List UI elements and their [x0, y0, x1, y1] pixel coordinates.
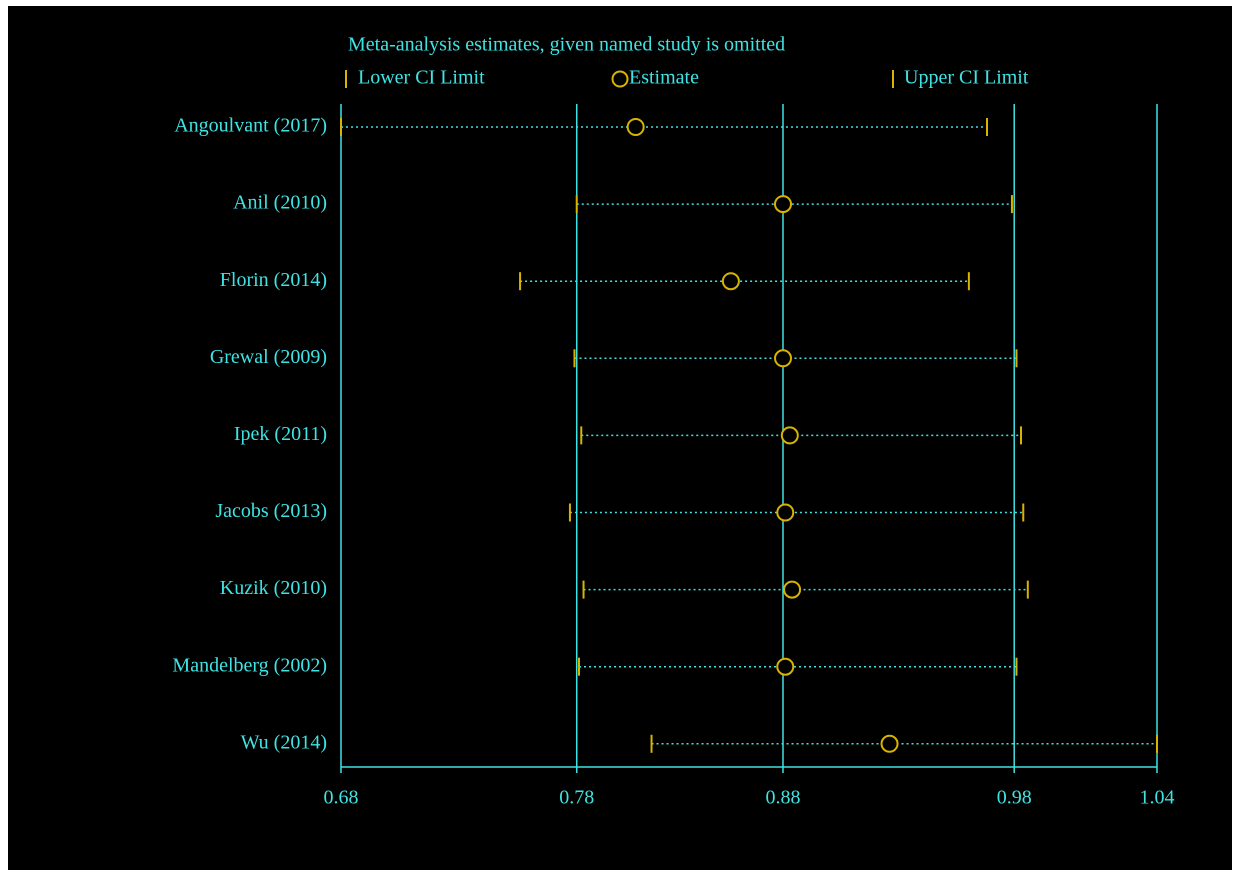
chart-title: Meta-analysis estimates, given named stu…	[348, 34, 785, 56]
legend-label: Lower CI Limit	[358, 67, 485, 89]
x-tick-label: 0.68	[324, 787, 359, 809]
legend-label: Upper CI Limit	[904, 67, 1029, 89]
estimate-marker	[780, 426, 799, 445]
y-tick-label: Grewal (2009)	[210, 346, 327, 368]
background	[8, 6, 1232, 870]
estimate-marker	[774, 349, 792, 368]
y-tick-label: Mandelberg (2002)	[172, 654, 327, 676]
estimate-marker	[776, 503, 795, 522]
y-tick-label: Angoulvant (2017)	[174, 115, 327, 137]
legend-estimate-marker	[611, 70, 629, 88]
y-tick-label: Wu (2014)	[241, 731, 327, 753]
estimate-marker	[783, 580, 802, 599]
x-tick-label: 0.98	[997, 787, 1032, 809]
x-tick-label: 0.88	[766, 787, 801, 809]
y-tick-label: Kuzik (2010)	[220, 577, 327, 599]
legend-label: Estimate	[629, 67, 699, 89]
x-tick-label: 1.04	[1140, 787, 1175, 809]
x-tick-label: 0.78	[559, 787, 594, 809]
estimate-marker	[626, 118, 645, 136]
estimate-marker	[776, 657, 795, 676]
y-tick-label: Jacobs (2013)	[215, 500, 327, 522]
estimate-marker	[774, 195, 792, 214]
y-tick-label: Ipek (2011)	[234, 423, 327, 445]
estimate-marker	[880, 734, 899, 753]
estimate-marker	[721, 272, 740, 291]
y-tick-label: Florin (2014)	[220, 269, 327, 291]
y-tick-label: Anil (2010)	[233, 192, 327, 214]
